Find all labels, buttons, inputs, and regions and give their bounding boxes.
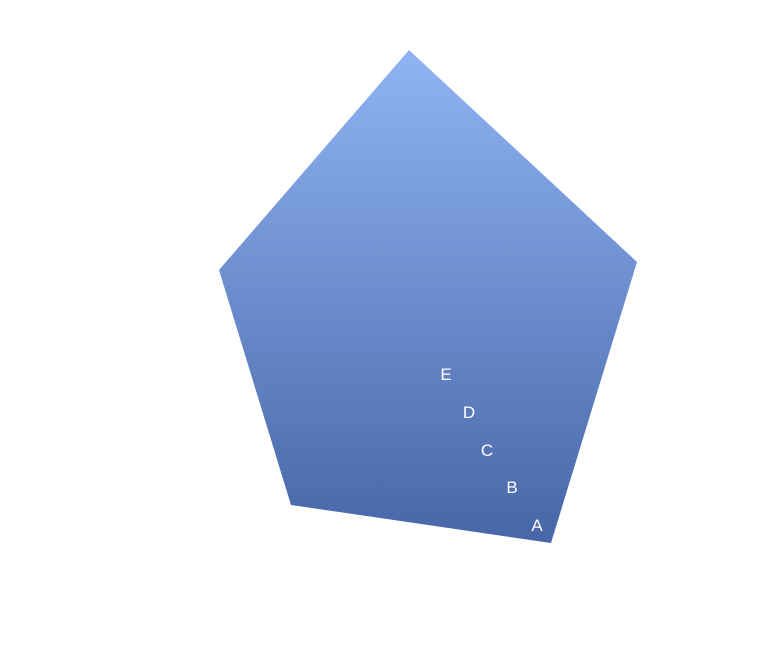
label-a: A [531, 516, 543, 535]
label-e: E [440, 365, 451, 384]
label-d: D [463, 403, 475, 422]
label-b: B [506, 478, 517, 497]
pentagon-shape [219, 50, 637, 543]
label-c: C [481, 441, 493, 460]
